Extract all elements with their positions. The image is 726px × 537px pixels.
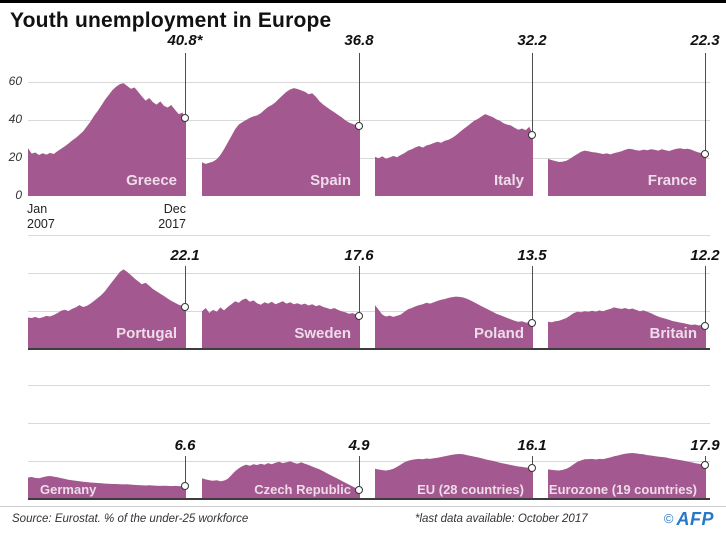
endpoint-line (705, 53, 706, 150)
endpoint-marker (181, 114, 189, 123)
endpoint-marker (355, 122, 363, 131)
endpoint-line (359, 53, 360, 123)
country-label: France (647, 172, 697, 189)
area-chart-portugal: Portugal (28, 235, 186, 349)
value-label: 12.2 (690, 247, 720, 264)
endpoint-line (532, 456, 533, 465)
country-label: Czech Republic (254, 482, 351, 497)
area-path (28, 476, 186, 499)
endpoint-line (359, 266, 360, 312)
gridline (28, 461, 710, 462)
x-axis-label-start: Jan 2007 (27, 202, 55, 231)
value-label: 17.6 (344, 247, 374, 264)
endpoint-line (185, 456, 186, 483)
endpoint-marker (701, 321, 709, 330)
area-chart-france: France (548, 82, 706, 196)
country-label: Sweden (294, 325, 351, 342)
asterisk-note: *last data available: October 2017 (415, 513, 588, 525)
y-tick-label: 20 (8, 150, 22, 164)
value-label: 17.9 (690, 437, 720, 454)
value-label: 22.3 (690, 32, 720, 49)
endpoint-marker (355, 485, 363, 494)
area-chart-poland: Poland (375, 235, 533, 349)
country-label: EU (28 countries) (417, 482, 524, 497)
area-path (28, 83, 186, 196)
area-chart-czech-republic: Czech Republic (202, 385, 360, 499)
value-label: 32.2 (517, 32, 547, 49)
area-chart-britain: Britain (548, 235, 706, 349)
gridline (28, 120, 710, 121)
gridline (28, 235, 710, 236)
area-chart-eurozone-19-countries-: Eurozone (19 countries) (548, 385, 706, 499)
endpoint-marker (528, 319, 536, 328)
area-chart-germany: Germany (28, 385, 186, 499)
value-label: 4.9 (348, 437, 370, 454)
endpoint-line (532, 53, 533, 131)
area-chart-greece: Greece (28, 82, 186, 196)
gridline (28, 82, 710, 83)
y-tick-label: 40 (8, 112, 22, 126)
gridline (28, 385, 710, 386)
area-path (548, 453, 706, 499)
area-path (202, 461, 360, 499)
country-label: Portugal (116, 325, 177, 342)
value-label: 40.8* (167, 32, 203, 49)
value-label: 36.8 (344, 32, 374, 49)
endpoint-marker (701, 149, 709, 158)
endpoint-marker (181, 482, 189, 491)
endpoint-line (705, 456, 706, 461)
gridline (28, 423, 710, 424)
value-label: 22.1 (170, 247, 200, 264)
gridline (28, 311, 710, 312)
afp-wordmark: AFP (676, 509, 714, 529)
footer-divider (0, 506, 726, 507)
area-chart-italy: Italy (375, 82, 533, 196)
endpoint-marker (528, 130, 536, 139)
area-path (375, 296, 533, 349)
endpoint-marker (701, 460, 709, 469)
endpoint-line (532, 266, 533, 320)
axis-baseline (28, 498, 710, 500)
top-accent-bar (0, 0, 726, 3)
area-path (375, 114, 533, 196)
area-chart-sweden: Sweden (202, 235, 360, 349)
axis-baseline (28, 348, 710, 350)
country-label: Italy (493, 172, 524, 189)
area-path (548, 148, 706, 196)
country-label: Poland (473, 325, 524, 342)
afp-logo: © AFP (664, 509, 714, 530)
copyright-icon: © (663, 511, 674, 526)
endpoint-marker (355, 311, 363, 320)
endpoint-line (705, 266, 706, 322)
country-label: Greece (126, 172, 177, 189)
x-axis-label-end: Dec 2017 (158, 202, 186, 231)
page-title: Youth unemployment in Europe (10, 9, 332, 32)
gridline (28, 158, 710, 159)
area-path (202, 298, 360, 349)
value-label: 6.6 (174, 437, 196, 454)
area-chart-spain: Spain (202, 82, 360, 196)
country-label: Spain (310, 172, 351, 189)
endpoint-line (359, 456, 360, 486)
endpoint-marker (181, 303, 189, 311)
y-tick-label: 60 (8, 74, 22, 88)
area-path (375, 454, 533, 499)
country-label: Britain (649, 325, 697, 342)
area-path (202, 88, 360, 196)
y-tick-label: 0 (15, 188, 22, 202)
area-path (28, 269, 186, 349)
value-label: 16.1 (517, 437, 547, 454)
endpoint-line (185, 266, 186, 303)
area-chart-eu-28-countries-: EU (28 countries) (375, 385, 533, 499)
value-label: 13.5 (517, 247, 547, 264)
source-note: Source: Eurostat. % of the under-25 work… (12, 513, 249, 525)
endpoint-marker (528, 464, 536, 473)
gridline (28, 273, 710, 274)
country-label: Germany (40, 482, 97, 497)
area-path (548, 307, 706, 349)
country-label: Eurozone (19 countries) (548, 482, 697, 497)
endpoint-line (185, 53, 186, 115)
